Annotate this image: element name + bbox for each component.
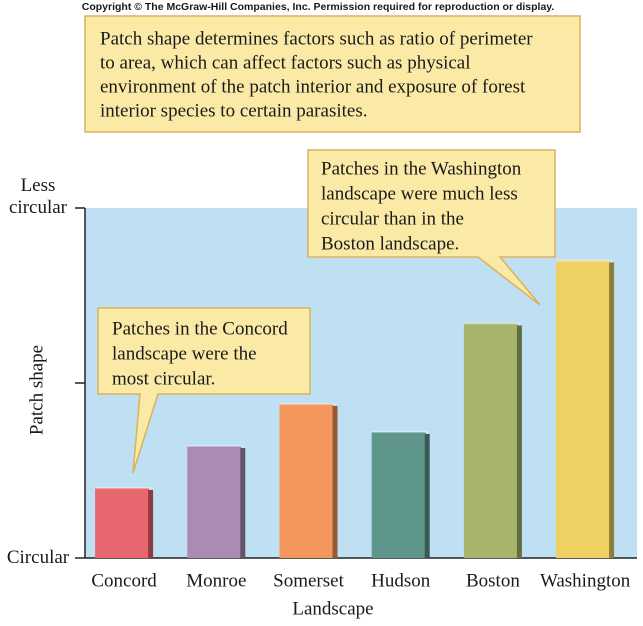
bar-side: [332, 406, 338, 558]
bar: [371, 432, 426, 558]
bar-side: [148, 490, 154, 558]
y-tick-label: Circular: [6, 547, 70, 568]
annotation-line: Boston landscape.: [321, 233, 459, 254]
x-tick-label: Washington: [540, 570, 631, 591]
bar-top: [463, 322, 520, 325]
x-tick-label: Concord: [91, 570, 157, 591]
bar: [187, 446, 242, 558]
y-axis-title: Patch shape: [26, 345, 47, 435]
x-tick-label: Boston: [466, 570, 520, 591]
bar-top: [556, 259, 613, 262]
caption-line: environment of the patch interior and ex…: [100, 76, 526, 97]
annotation-line: most circular.: [112, 368, 215, 389]
bar-top: [95, 487, 152, 489]
y-tick-label: Less circular: [8, 175, 67, 218]
annotation-line: Patches in the Concord: [112, 318, 288, 339]
caption-line: interior species to certain parasites.: [100, 100, 367, 121]
x-axis-title: Landscape: [292, 598, 373, 619]
caption-line: Patch shape determines factors such as r…: [100, 28, 533, 49]
x-tick-label: Somerset: [273, 570, 344, 591]
bar-top: [187, 445, 244, 447]
bar-side: [516, 325, 522, 558]
copyright: Copyright © The McGraw-Hill Companies, I…: [82, 1, 555, 13]
x-tick-label: Hudson: [371, 570, 431, 591]
bar: [556, 260, 611, 558]
bar: [95, 488, 150, 558]
x-tick-label: Monroe: [186, 570, 246, 591]
annotation-line: Patches in the Washington: [321, 158, 522, 179]
annotation-line: landscape were much less: [321, 183, 518, 204]
annotation-line: circular than in the: [321, 208, 464, 229]
caption-line: to area, which can affect factors such a…: [100, 52, 471, 73]
callout-box: [97, 307, 311, 474]
annotation-line: landscape were the: [112, 343, 257, 364]
bar-side: [424, 434, 430, 558]
bar-side: [240, 448, 246, 558]
bar: [463, 323, 518, 558]
caption-box: [84, 15, 581, 133]
bar-side: [609, 262, 615, 558]
bar: [279, 404, 334, 558]
bar-top: [279, 403, 336, 405]
bar-top: [371, 431, 428, 433]
callout-box: [307, 149, 556, 306]
